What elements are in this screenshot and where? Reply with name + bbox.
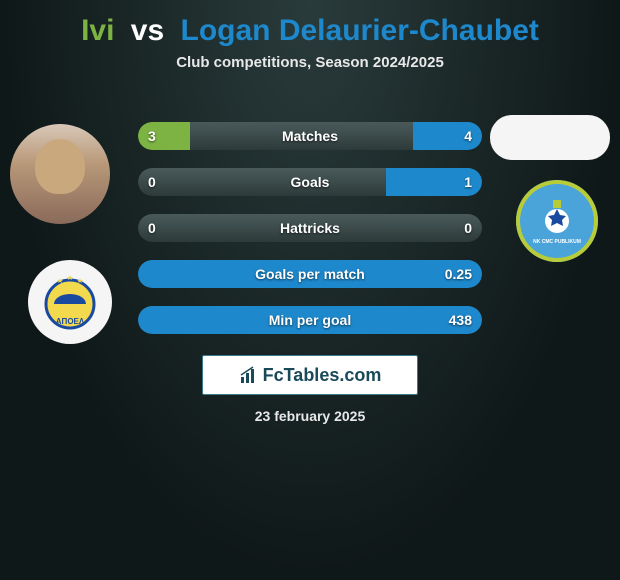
brand-badge[interactable]: FcTables.com [202, 355, 418, 395]
chart-icon [239, 365, 259, 385]
stat-row: Goals per match0.25 [138, 260, 482, 288]
nk-publikum-crest-icon: NK CMC PUBLIKUM [530, 194, 584, 248]
stat-value-right: 438 [449, 306, 472, 334]
vs-text: vs [131, 14, 164, 47]
stat-value-right: 0 [464, 214, 472, 242]
stat-row: Hattricks0 0 [138, 214, 482, 242]
stat-value-right: 1 [464, 168, 472, 196]
apoel-crest-icon: ΑΠΟΕΛ [38, 270, 102, 334]
stat-label: Goals per match [138, 260, 482, 288]
page-title: Ivi vs Logan Delaurier-Chaubet [0, 0, 620, 48]
player1-name: Ivi [81, 14, 114, 47]
player2-name: Logan Delaurier-Chaubet [181, 14, 539, 47]
stat-value-left: 3 [148, 122, 156, 150]
stat-value-left: 0 [148, 214, 156, 242]
svg-text:ΑΠΟΕΛ: ΑΠΟΕΛ [56, 317, 85, 326]
brand-text: FcTables.com [263, 365, 382, 386]
stat-value-right: 4 [464, 122, 472, 150]
stats-bars: Matches34Goals01Hattricks00Goals per mat… [138, 122, 482, 352]
stat-row: Matches3 4 [138, 122, 482, 150]
stat-label: Hattricks [138, 214, 482, 242]
date-text: 23 february 2025 [0, 408, 620, 424]
svg-text:NK CMC PUBLIKUM: NK CMC PUBLIKUM [533, 239, 581, 245]
player2-avatar [490, 115, 610, 160]
player1-avatar [10, 124, 110, 224]
stat-label: Matches [138, 122, 482, 150]
player2-club-badge: NK CMC PUBLIKUM [516, 180, 598, 262]
stat-row: Min per goal438 [138, 306, 482, 334]
stat-row: Goals0 1 [138, 168, 482, 196]
stat-value-right: 0.25 [445, 260, 472, 288]
stat-label: Goals [138, 168, 482, 196]
stat-value-left: 0 [148, 168, 156, 196]
stat-label: Min per goal [138, 306, 482, 334]
player1-club-badge: ΑΠΟΕΛ [28, 260, 112, 344]
comparison-card: Ivi vs Logan Delaurier-Chaubet Club comp… [0, 0, 620, 580]
subtitle: Club competitions, Season 2024/2025 [0, 54, 620, 71]
